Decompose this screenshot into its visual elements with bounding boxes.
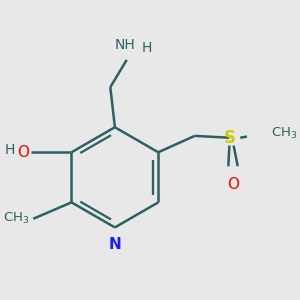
Text: H: H [141, 41, 152, 55]
Text: CH$_3$: CH$_3$ [271, 126, 298, 141]
Text: H: H [4, 142, 15, 157]
Text: N: N [109, 236, 121, 251]
Text: CH$_3$: CH$_3$ [3, 211, 30, 226]
Text: NH: NH [115, 38, 135, 52]
Text: O: O [227, 177, 239, 192]
Text: O: O [17, 145, 29, 160]
Text: S: S [223, 129, 235, 147]
